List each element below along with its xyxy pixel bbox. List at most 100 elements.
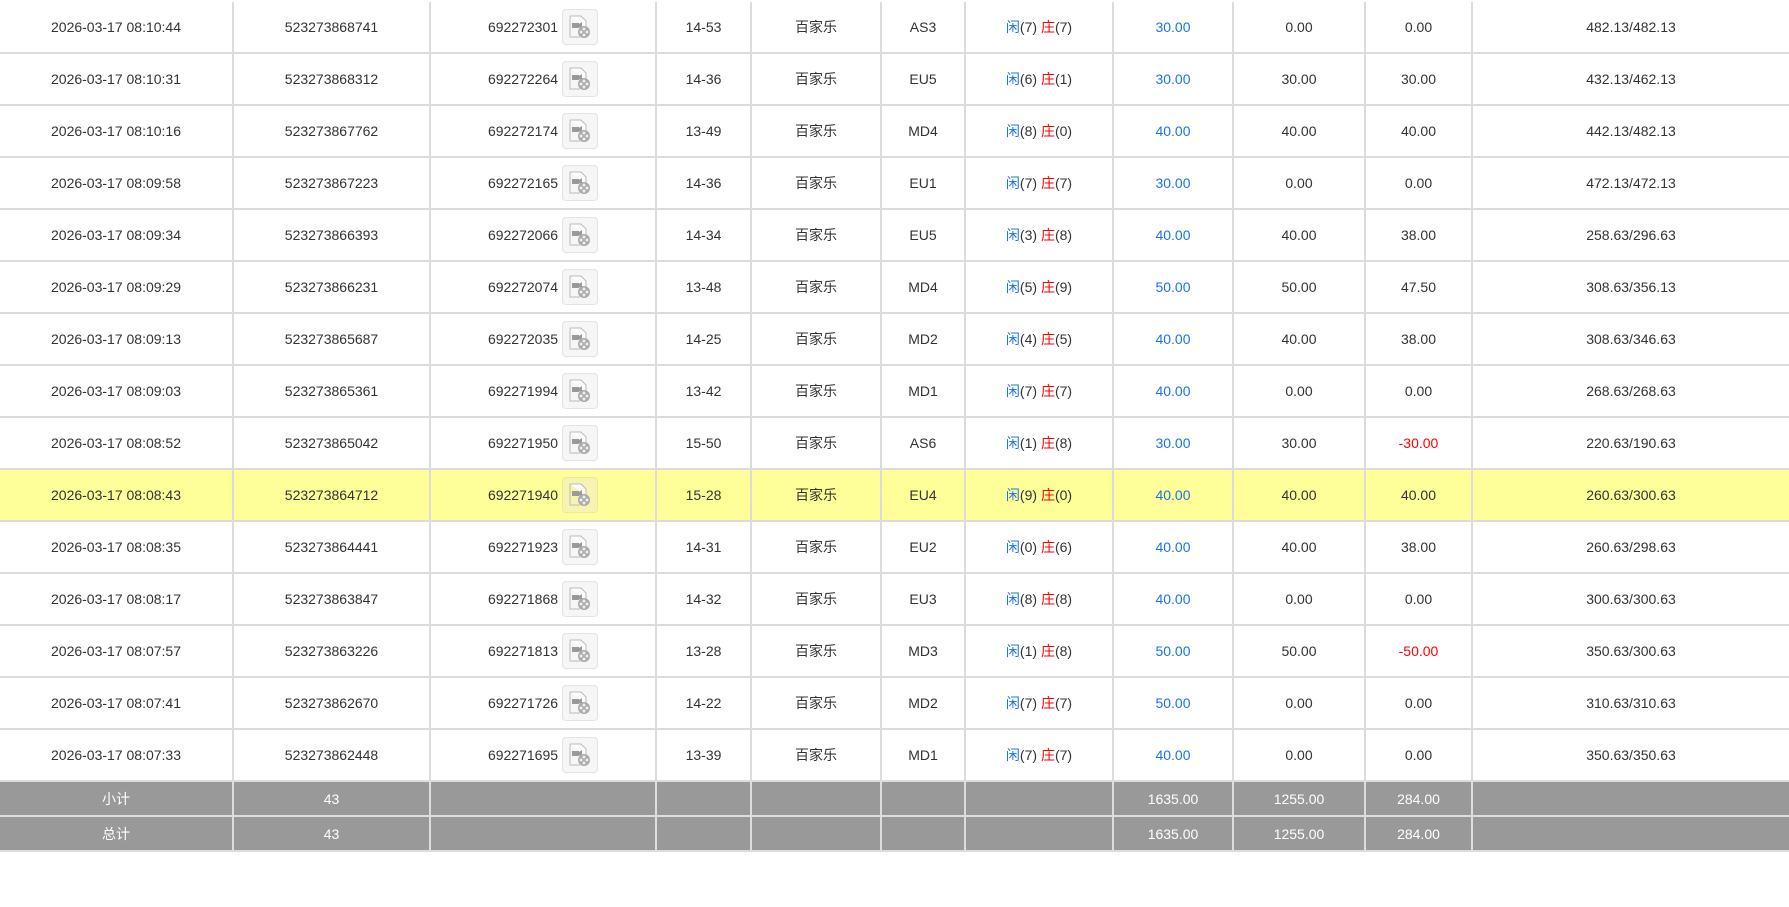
balance: 442.13/482.13	[1471, 104, 1789, 158]
player-label: 闲	[1005, 643, 1020, 659]
banker-label: 庄	[1040, 331, 1055, 347]
win-loss: 38.00	[1364, 312, 1473, 366]
round-id-cell: 692271923	[429, 520, 657, 574]
table-row: 2026-03-17 08:09:29 523273866231 692272074…	[0, 260, 1789, 314]
total-bet: 1635.00	[1112, 815, 1234, 852]
player-label: 闲	[1005, 331, 1020, 347]
subtotal-bet: 1635.00	[1112, 780, 1234, 817]
win-loss: 38.00	[1364, 520, 1473, 574]
bet-id: 523273868741	[232, 2, 431, 54]
shoe-number: 13-48	[655, 260, 752, 314]
round-id-cell: 692271695	[429, 728, 657, 782]
valid-bet: 0.00	[1232, 364, 1366, 418]
table-name: EU3	[880, 572, 966, 626]
table-name: EU4	[880, 468, 966, 522]
bet-amount: 50.00	[1112, 676, 1234, 730]
table-row: 2026-03-17 08:08:35 523273864441 692271923…	[0, 520, 1789, 574]
video-replay-icon[interactable]	[562, 581, 599, 617]
player-points: (0)	[1019, 539, 1038, 555]
shoe-number: 14-31	[655, 520, 752, 574]
result: 闲(1) 庄(8)	[964, 416, 1114, 470]
round-id: 692272035	[487, 331, 559, 347]
player-points: (7)	[1019, 695, 1038, 711]
video-replay-icon[interactable]	[562, 61, 599, 97]
player-label: 闲	[1005, 19, 1020, 35]
shoe-number: 13-49	[655, 104, 752, 158]
bet-id: 523273865042	[232, 416, 431, 470]
bet-time: 2026-03-17 08:09:58	[0, 156, 234, 210]
banker-points: (7)	[1054, 175, 1073, 191]
valid-bet: 50.00	[1232, 260, 1366, 314]
balance: 310.63/310.63	[1471, 676, 1789, 730]
player-points: (8)	[1019, 591, 1038, 607]
bet-amount: 40.00	[1112, 728, 1234, 782]
player-points: (7)	[1019, 175, 1038, 191]
table-row: 2026-03-17 08:07:41 523273862670 692271726…	[0, 676, 1789, 730]
video-replay-icon[interactable]	[562, 321, 599, 357]
win-loss: 30.00	[1364, 52, 1473, 106]
table-row: 2026-03-17 08:08:17 523273863847 692271868…	[0, 572, 1789, 626]
video-replay-icon[interactable]	[562, 685, 599, 721]
shoe-number: 14-53	[655, 2, 752, 54]
video-replay-icon[interactable]	[562, 529, 599, 565]
banker-label: 庄	[1040, 695, 1055, 711]
win-loss: 0.00	[1364, 364, 1473, 418]
banker-points: (0)	[1054, 123, 1073, 139]
win-loss: 0.00	[1364, 2, 1473, 54]
shoe-number: 14-34	[655, 208, 752, 262]
player-label: 闲	[1005, 123, 1020, 139]
bet-id: 523273862448	[232, 728, 431, 782]
round-id-cell: 692272301	[429, 2, 657, 54]
bet-id: 523273864441	[232, 520, 431, 574]
video-replay-icon[interactable]	[562, 165, 599, 201]
video-replay-icon[interactable]	[562, 373, 599, 409]
result: 闲(8) 庄(8)	[964, 572, 1114, 626]
player-points: (4)	[1019, 331, 1038, 347]
bet-time: 2026-03-17 08:07:57	[0, 624, 234, 678]
video-replay-icon[interactable]	[562, 737, 599, 773]
player-label: 闲	[1005, 747, 1020, 763]
round-id: 692272301	[487, 19, 559, 35]
shoe-number: 14-32	[655, 572, 752, 626]
video-replay-icon[interactable]	[562, 633, 599, 669]
table-row: 2026-03-17 08:09:34 523273866393 692272066…	[0, 208, 1789, 262]
banker-points: (0)	[1054, 487, 1073, 503]
player-label: 闲	[1005, 227, 1020, 243]
result: 闲(7) 庄(7)	[964, 2, 1114, 54]
table-row: 2026-03-17 08:08:52 523273865042 692271950…	[0, 416, 1789, 470]
table-row: 2026-03-17 08:10:31 523273868312 692272264…	[0, 52, 1789, 106]
bet-amount: 40.00	[1112, 104, 1234, 158]
result: 闲(7) 庄(7)	[964, 676, 1114, 730]
bet-time: 2026-03-17 08:10:31	[0, 52, 234, 106]
banker-points: (7)	[1054, 19, 1073, 35]
table-name: MD3	[880, 624, 966, 678]
video-replay-icon[interactable]	[562, 217, 599, 253]
win-loss: 0.00	[1364, 572, 1473, 626]
table-row: 2026-03-17 08:07:33 523273862448 692271695…	[0, 728, 1789, 782]
bet-amount: 40.00	[1112, 468, 1234, 522]
player-points: (9)	[1019, 487, 1038, 503]
bet-amount: 30.00	[1112, 416, 1234, 470]
video-replay-icon[interactable]	[562, 425, 599, 461]
balance: 432.13/462.13	[1471, 52, 1789, 106]
bet-time: 2026-03-17 08:07:33	[0, 728, 234, 782]
balance: 258.63/296.63	[1471, 208, 1789, 262]
video-replay-icon[interactable]	[562, 9, 599, 45]
game-type: 百家乐	[750, 572, 882, 626]
bet-time: 2026-03-17 08:09:13	[0, 312, 234, 366]
video-replay-icon[interactable]	[562, 269, 599, 305]
game-type: 百家乐	[750, 2, 882, 54]
subtotal-row: 小计 43 1635.00 1255.00 284.00	[0, 780, 1789, 817]
bet-amount: 40.00	[1112, 520, 1234, 574]
video-replay-icon[interactable]	[562, 113, 599, 149]
bet-time: 2026-03-17 08:09:34	[0, 208, 234, 262]
video-replay-icon[interactable]	[562, 477, 599, 513]
shoe-number: 14-36	[655, 156, 752, 210]
player-points: (6)	[1019, 71, 1038, 87]
shoe-number: 15-50	[655, 416, 752, 470]
bet-amount: 50.00	[1112, 260, 1234, 314]
round-id-cell: 692271940	[429, 468, 657, 522]
player-label: 闲	[1005, 175, 1020, 191]
player-points: (3)	[1019, 227, 1038, 243]
round-id: 692271695	[487, 747, 559, 763]
